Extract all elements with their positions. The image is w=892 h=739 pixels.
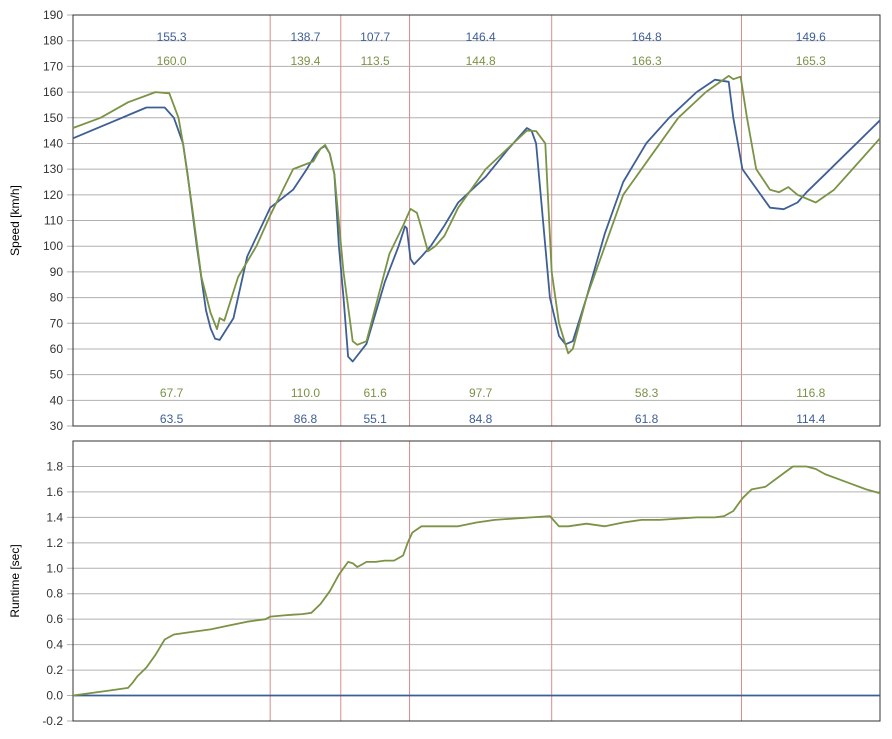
sector-value-label: 63.5 bbox=[160, 412, 184, 426]
sector-value-label: 165.3 bbox=[796, 54, 826, 68]
sector-value-label: 58.3 bbox=[635, 386, 659, 400]
y-tick-label: 60 bbox=[50, 342, 64, 356]
y-tick-label: 70 bbox=[50, 316, 64, 330]
y-tick-label: 0.2 bbox=[46, 663, 63, 677]
y-tick-label: 0.4 bbox=[46, 638, 63, 652]
series-line-green bbox=[72, 75, 881, 355]
y-axis-label: Speed [km/h] bbox=[8, 185, 22, 256]
y-tick-label: -0.2 bbox=[42, 714, 63, 728]
y-tick-label: 180 bbox=[43, 34, 63, 48]
y-tick-label: 1.2 bbox=[46, 536, 63, 550]
y-tick-label: 140 bbox=[43, 136, 63, 150]
y-tick-label: 150 bbox=[43, 111, 63, 125]
y-tick-label: 1.6 bbox=[46, 485, 63, 499]
sector-value-label: 146.4 bbox=[466, 30, 496, 44]
series-line-green bbox=[72, 465, 881, 697]
y-tick-label: 1.0 bbox=[46, 561, 63, 575]
sector-value-label: 107.7 bbox=[360, 30, 390, 44]
y-tick-label: 130 bbox=[43, 162, 63, 176]
sector-value-label: 164.8 bbox=[632, 30, 662, 44]
sector-value-label: 97.7 bbox=[469, 386, 493, 400]
plot-frame bbox=[72, 440, 881, 722]
y-tick-label: 90 bbox=[50, 265, 64, 279]
sector-value-label: 55.1 bbox=[363, 412, 387, 426]
sector-value-label: 155.3 bbox=[157, 30, 187, 44]
sector-value-label: 61.8 bbox=[635, 412, 659, 426]
sector-value-label: 166.3 bbox=[632, 54, 662, 68]
sector-value-label: 116.8 bbox=[796, 386, 825, 400]
series-line-blue bbox=[72, 78, 881, 363]
sector-value-label: 84.8 bbox=[469, 412, 493, 426]
sector-value-label: 114.4 bbox=[796, 412, 825, 426]
y-tick-label: 190 bbox=[43, 8, 63, 22]
y-tick-label: 30 bbox=[50, 419, 64, 433]
y-axis-label: Runtime [sec] bbox=[8, 544, 22, 617]
y-tick-label: 160 bbox=[43, 85, 63, 99]
chart-panel-runtime: -0.2 0.0 0.2 0.4 0.6 0.8 1.0 1.2 1.4 1.6 1.8 Runtim… bbox=[8, 440, 881, 728]
sector-value-label: 138.7 bbox=[290, 30, 320, 44]
sector-value-label: 61.6 bbox=[363, 386, 387, 400]
sector-value-label: 149.6 bbox=[796, 30, 826, 44]
y-tick-label: 80 bbox=[50, 291, 64, 305]
y-tick-label: 120 bbox=[43, 188, 63, 202]
sector-value-label: 113.5 bbox=[361, 54, 390, 68]
sector-value-label: 160.0 bbox=[157, 54, 187, 68]
y-tick-label: 100 bbox=[43, 239, 63, 253]
sector-value-label: 139.4 bbox=[290, 54, 320, 68]
sector-value-label: 86.8 bbox=[294, 412, 318, 426]
plot-frame bbox=[72, 14, 881, 427]
y-tick-label: 1.4 bbox=[46, 510, 63, 524]
sector-value-label: 144.8 bbox=[466, 54, 496, 68]
y-tick-label: 0.0 bbox=[46, 689, 63, 703]
sector-value-label: 67.7 bbox=[160, 386, 184, 400]
y-tick-label: 0.8 bbox=[46, 587, 63, 601]
sector-value-label: 110.0 bbox=[291, 386, 320, 400]
chart-panel-speed: 30 40 50 60 70 80 90 100 110 120 130 140 150 160 170 18… bbox=[8, 8, 881, 433]
y-tick-label: 170 bbox=[43, 59, 63, 73]
y-tick-label: 40 bbox=[50, 393, 64, 407]
y-tick-label: 110 bbox=[44, 214, 63, 228]
y-tick-label: 50 bbox=[50, 368, 64, 382]
y-tick-label: 1.8 bbox=[46, 459, 63, 473]
y-tick-label: 0.6 bbox=[46, 612, 63, 626]
